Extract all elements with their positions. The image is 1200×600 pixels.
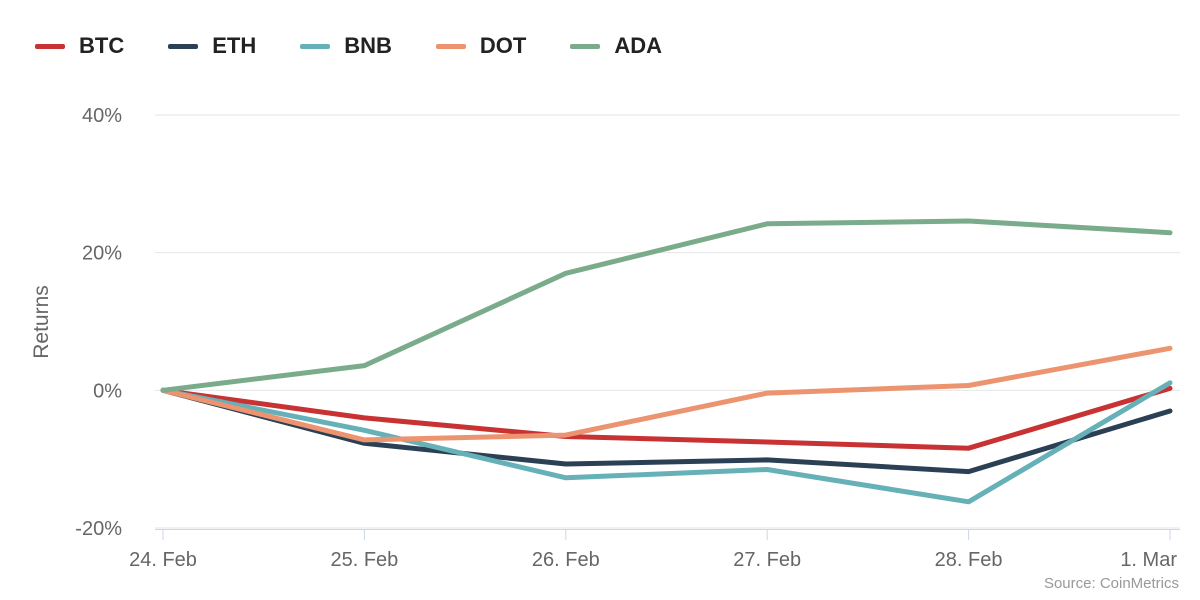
legend-label-bnb: BNB (344, 33, 392, 58)
legend-swatch-dot (435, 43, 466, 49)
y-tick-label: 40% (82, 105, 122, 127)
series-line-btc[interactable] (160, 385, 1173, 451)
legend-label-dot: DOT (479, 33, 527, 58)
legend-item-bnb[interactable]: BNB (300, 33, 392, 59)
x-tick-label: 1. Mar (1120, 549, 1177, 571)
series-line-dot[interactable] (160, 345, 1173, 443)
x-tick-label: 25. Feb (330, 549, 398, 571)
y-axis-ticks: -20% 0% 20% 40% (75, 105, 122, 540)
legend: BTC ETH BNB DOT ADA (35, 33, 706, 59)
x-tick-label: 28. Feb (935, 549, 1003, 571)
y-tick-label: 0% (93, 380, 122, 402)
legend-swatch-btc (35, 43, 65, 49)
legend-label-ada: ADA (614, 33, 663, 58)
series-line-ada[interactable] (160, 218, 1173, 393)
x-tick-label: 26. Feb (532, 549, 600, 571)
x-tick-label: 27. Feb (733, 549, 801, 571)
legend-item-ada[interactable]: ADA (570, 33, 662, 59)
y-tick-label: 20% (82, 243, 122, 265)
legend-swatch-eth (168, 43, 199, 49)
legend-item-eth[interactable]: ETH (168, 33, 256, 59)
legend-label-btc: BTC (79, 33, 125, 58)
legend-label-eth: ETH (212, 33, 257, 58)
legend-item-dot[interactable]: DOT (435, 33, 527, 59)
y-tick-label: -20% (75, 518, 122, 540)
x-axis: 24. Feb 25. Feb 26. Feb 27. Feb 28. Feb 1. Ma… (129, 529, 1180, 571)
series-line-bnb[interactable] (160, 380, 1173, 505)
legend-swatch-ada (570, 43, 601, 49)
series-line-eth[interactable] (160, 387, 1173, 475)
y-axis-title: Returns (30, 285, 53, 359)
x-tick-label: 24. Feb (129, 549, 197, 571)
gridlines (155, 114, 1180, 529)
series-lines (160, 218, 1173, 505)
source-credit: Source: CoinMetrics (1043, 575, 1179, 592)
legend-item-btc[interactable]: BTC (35, 33, 124, 59)
legend-swatch-bnb (300, 43, 331, 49)
